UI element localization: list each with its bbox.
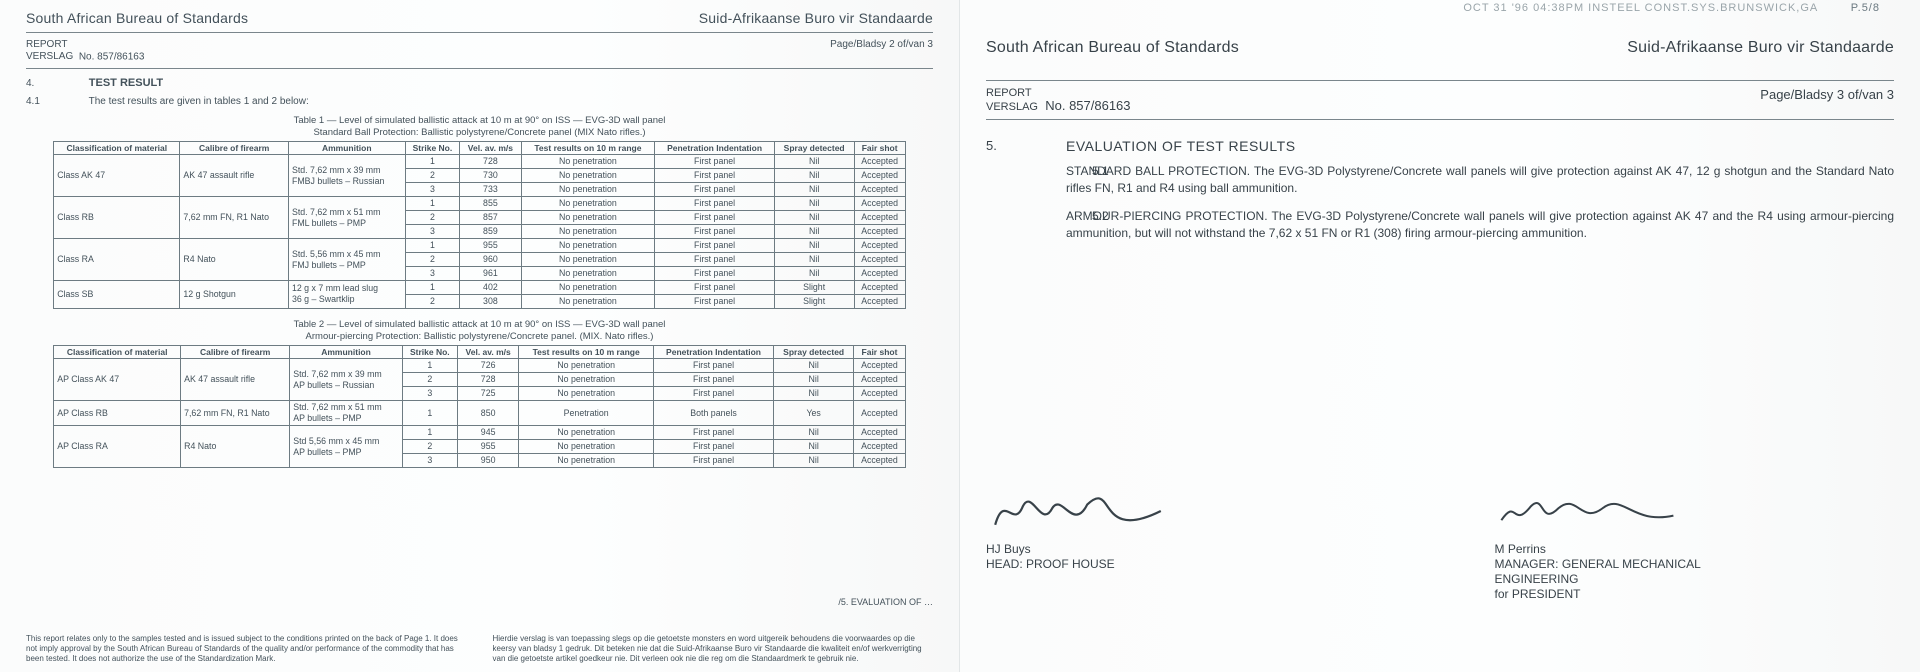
table-header: Strike No. xyxy=(405,141,460,155)
report-page-3: OCT 31 '96 04:38PM INSTEEL CONST.SYS.BRU… xyxy=(960,0,1920,672)
report-label: REPORT VERSLAG No. 857/86163 xyxy=(986,87,1131,115)
table-header: Strike No. xyxy=(402,345,457,359)
section-number: 4. xyxy=(26,78,86,91)
signatures: HJ Buys HEAD: PROOF HOUSE M Perrins MANA… xyxy=(986,488,1894,602)
signature-icon xyxy=(986,488,1170,534)
report-number: 857/86163 xyxy=(97,51,144,62)
page-marker: Page/Bladsy 2 of/van 3 xyxy=(830,39,933,64)
table-header: Ammunition xyxy=(288,141,405,155)
divider xyxy=(26,68,933,69)
section-title: TEST RESULT xyxy=(89,77,163,89)
table1-caption-a: Table 1 — Level of simulated ballistic a… xyxy=(26,115,933,127)
continuation-marker: /5. EVALUATION OF … xyxy=(838,597,933,608)
table-header: Vel. av. m/s xyxy=(457,345,519,359)
table-header: Classification of material xyxy=(54,345,181,359)
org-name-af: Suid-Afrikaanse Buro vir Standaarde xyxy=(1627,38,1894,58)
table-row: Class AK 47AK 47 assault rifleStd. 7,62 … xyxy=(54,155,906,169)
signer-title: for PRESIDENT xyxy=(1494,587,1894,602)
table-header: Test results on 10 m range xyxy=(519,345,654,359)
divider xyxy=(986,80,1894,81)
table-header: Vel. av. m/s xyxy=(460,141,521,155)
report-page-2: South African Bureau of Standards Suid-A… xyxy=(0,0,960,672)
table-row: Class SB12 g Shotgun12 g x 7 mm lead slu… xyxy=(54,280,906,294)
table2-caption-b: Armour-piercing Protection: Ballistic po… xyxy=(26,331,933,343)
section-number: 5. xyxy=(986,138,997,154)
footer: This report relates only to the samples … xyxy=(26,634,933,664)
table-row: AP Class RAR4 NatoStd 5,56 mm x 45 mmAP … xyxy=(54,426,906,440)
subsection-number: 5.1 xyxy=(1092,163,1109,180)
table-row: Class RAR4 NatoStd. 5,56 mm x 45 mmFMJ b… xyxy=(54,239,906,253)
table-header: Ammunition xyxy=(290,345,403,359)
signature-icon xyxy=(1494,488,1678,534)
signature-block-2: M Perrins MANAGER: GENERAL MECHANICAL EN… xyxy=(1494,488,1894,602)
table-2: Classification of materialCalibre of fir… xyxy=(53,345,906,469)
table-header: Penetration Indentation xyxy=(653,345,773,359)
section-title: EVALUATION OF TEST RESULTS xyxy=(1066,138,1296,154)
table-header: Spray detected xyxy=(774,345,854,359)
table-header: Calibre of firearm xyxy=(180,141,289,155)
table-header: Fair shot xyxy=(854,141,905,155)
table-row: AP Class RB7,62 mm FN, R1 NatoStd. 7,62 … xyxy=(54,401,906,426)
table-row: AP Class AK 47AK 47 assault rifleStd. 7,… xyxy=(54,359,906,373)
signer-title: ENGINEERING xyxy=(1494,572,1894,587)
divider xyxy=(26,32,933,33)
paragraph-52: ARMOUR-PIERCING PROTECTION. The EVG-3D P… xyxy=(1066,209,1894,240)
signature-block-1: HJ Buys HEAD: PROOF HOUSE xyxy=(986,488,1386,602)
paragraph-51: STANDARD BALL PROTECTION. The EVG-3D Pol… xyxy=(1066,164,1894,195)
org-name-af: Suid-Afrikaanse Buro vir Standaarde xyxy=(699,10,933,28)
divider xyxy=(986,119,1894,120)
page-marker: Page/Bladsy 3 of/van 3 xyxy=(1760,87,1894,115)
subsection-text: The test results are given in tables 1 a… xyxy=(89,96,309,107)
signer-title: MANAGER: GENERAL MECHANICAL xyxy=(1494,557,1894,572)
subsection-number: 5.2 xyxy=(1092,208,1109,225)
table-header: Test results on 10 m range xyxy=(521,141,655,155)
subsection-number: 4.1 xyxy=(26,96,86,109)
table-1: Classification of materialCalibre of fir… xyxy=(53,141,906,309)
footer-af: Hierdie verslag is van toepassing slegs … xyxy=(493,634,934,664)
report-number: 857/86163 xyxy=(1069,98,1130,113)
table1-caption-b: Standard Ball Protection: Ballistic poly… xyxy=(26,127,933,139)
org-name-en: South African Bureau of Standards xyxy=(986,39,1239,56)
fax-header: OCT 31 '96 04:38PM INSTEEL CONST.SYS.BRU… xyxy=(1463,2,1880,16)
report-label: REPORT VERSLAG No. 857/86163 xyxy=(26,39,144,64)
table-row: Class RB7,62 mm FN, R1 NatoStd. 7,62 mm … xyxy=(54,197,906,211)
table-header: Fair shot xyxy=(854,345,906,359)
table-header: Calibre of firearm xyxy=(181,345,290,359)
table2-caption-a: Table 2 — Level of simulated ballistic a… xyxy=(26,319,933,331)
footer-en: This report relates only to the samples … xyxy=(26,634,467,664)
table-header: Classification of material xyxy=(54,141,180,155)
table-header: Penetration Indentation xyxy=(655,141,775,155)
signer-name: HJ Buys xyxy=(986,542,1386,557)
table-header: Spray detected xyxy=(774,141,854,155)
signer-title: HEAD: PROOF HOUSE xyxy=(986,557,1386,572)
signer-name: M Perrins xyxy=(1494,542,1894,557)
